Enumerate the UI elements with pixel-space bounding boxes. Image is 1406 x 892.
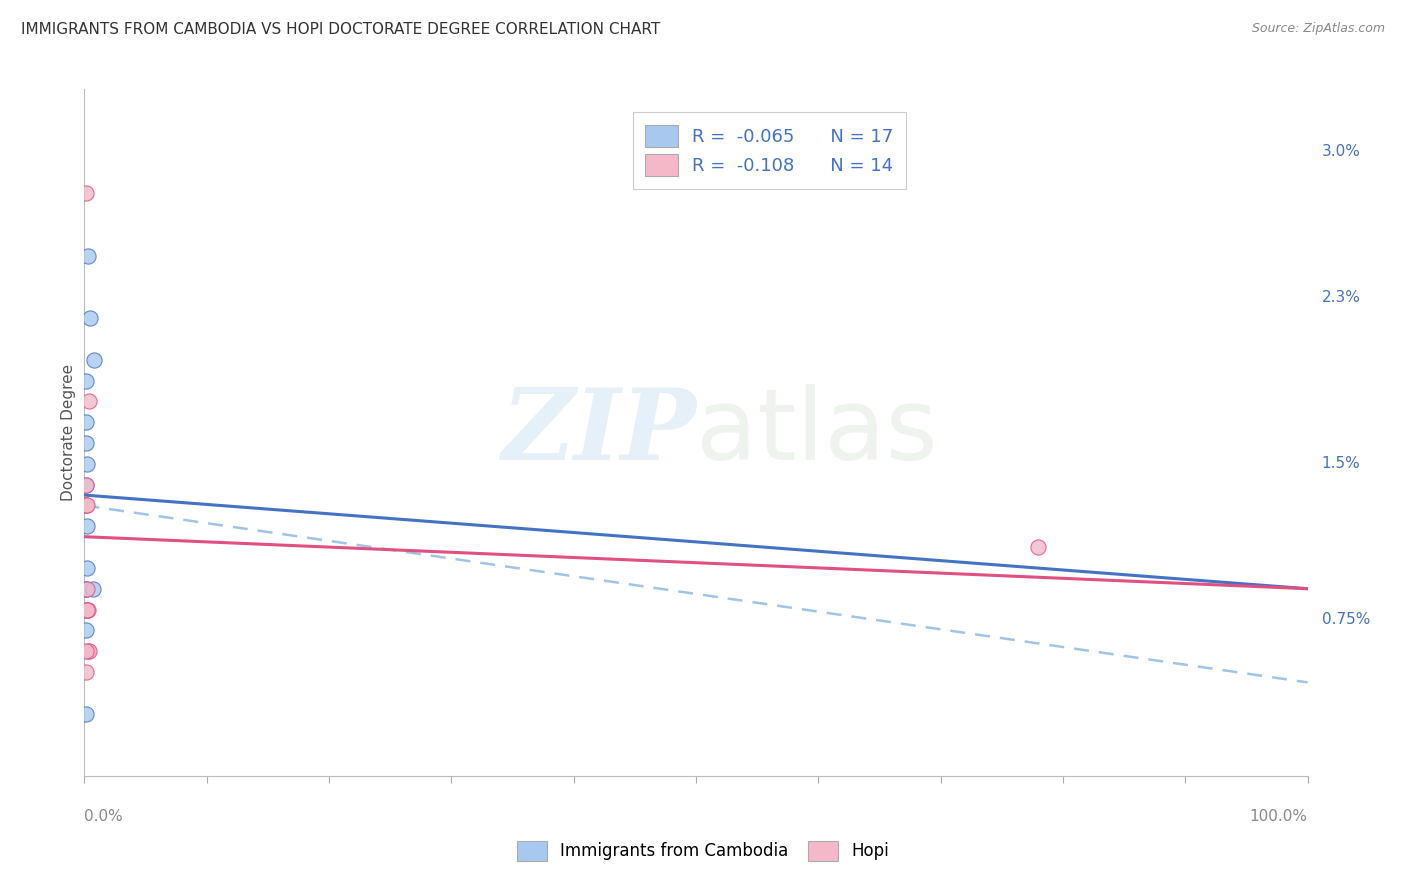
Text: ZIP: ZIP	[501, 384, 696, 481]
Text: 100.0%: 100.0%	[1250, 809, 1308, 823]
Point	[83, 352, 105, 367]
Text: 1.5%: 1.5%	[1322, 457, 1361, 471]
Text: 2.3%: 2.3%	[1322, 290, 1361, 305]
Point	[75, 415, 97, 429]
Point	[79, 311, 101, 326]
Point	[75, 499, 97, 513]
Point	[77, 644, 100, 658]
Point	[75, 436, 97, 450]
Point	[75, 706, 97, 721]
Point	[1028, 540, 1050, 554]
Text: IMMIGRANTS FROM CAMBODIA VS HOPI DOCTORATE DEGREE CORRELATION CHART: IMMIGRANTS FROM CAMBODIA VS HOPI DOCTORA…	[21, 22, 661, 37]
Point	[76, 602, 98, 616]
Point	[75, 499, 97, 513]
Point	[77, 644, 100, 658]
Point	[75, 477, 97, 491]
Text: atlas: atlas	[696, 384, 938, 481]
Point	[75, 644, 97, 658]
Point	[77, 394, 100, 409]
Y-axis label: Doctorate Degree: Doctorate Degree	[60, 364, 76, 501]
Point	[75, 602, 97, 616]
Legend: R =  -0.065  N = 17, R =  -0.108  N = 14: R = -0.065 N = 17, R = -0.108 N = 14	[633, 112, 905, 188]
Point	[75, 477, 97, 491]
Point	[76, 561, 98, 575]
Point	[76, 457, 98, 471]
Point	[75, 374, 97, 388]
Point	[76, 519, 98, 533]
Point	[76, 499, 98, 513]
Text: 0.0%: 0.0%	[84, 809, 124, 823]
Legend: Immigrants from Cambodia, Hopi: Immigrants from Cambodia, Hopi	[510, 834, 896, 868]
Point	[75, 186, 97, 201]
Point	[75, 582, 97, 596]
Point	[77, 602, 100, 616]
Point	[75, 665, 97, 679]
Text: 0.75%: 0.75%	[1322, 613, 1369, 627]
Point	[76, 582, 98, 596]
Point	[76, 602, 98, 616]
Point	[82, 582, 104, 596]
Point	[77, 249, 100, 263]
Point	[75, 624, 97, 638]
Text: 3.0%: 3.0%	[1322, 145, 1361, 159]
Point	[75, 582, 97, 596]
Text: Source: ZipAtlas.com: Source: ZipAtlas.com	[1251, 22, 1385, 36]
